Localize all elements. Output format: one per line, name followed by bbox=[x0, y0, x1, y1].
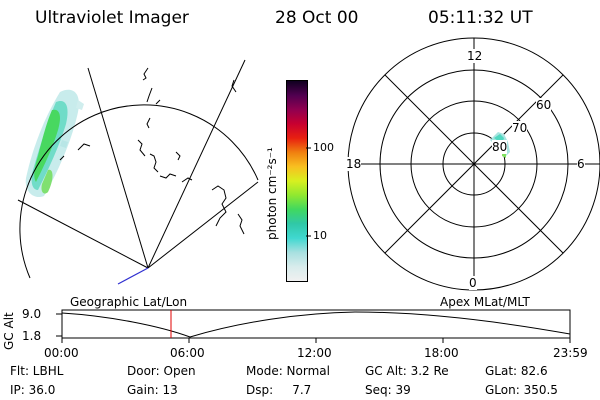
colorbar-tick-100: 100 bbox=[313, 141, 334, 154]
polar-label-0: 0 bbox=[469, 276, 477, 290]
timeline-y-tick-high: 9.0 bbox=[22, 307, 42, 321]
info-glon: GLon: 350.5 bbox=[485, 383, 558, 397]
info-ip: IP: 36.0 bbox=[10, 383, 56, 397]
info-door: Door: Open bbox=[127, 364, 196, 378]
sun-direction bbox=[117, 267, 149, 285]
timeline-x-tick-3: 18:00 bbox=[424, 346, 459, 360]
timeline-left-title: Geographic Lat/Lon bbox=[70, 295, 188, 309]
info-glat: GLat: 82.6 bbox=[485, 364, 548, 378]
info-dsp: Dsp: 7.7 bbox=[246, 383, 312, 397]
view-wedge bbox=[17, 59, 259, 269]
timeline-x-tick-0: 00:00 bbox=[44, 346, 79, 360]
instrument-title: Ultraviolet Imager bbox=[35, 8, 189, 28]
auroral-emission bbox=[25, 89, 84, 198]
polar-lat-60: 60 bbox=[536, 98, 552, 112]
timeline-x-tick-1: 06:00 bbox=[170, 346, 205, 360]
info-gc-alt: GC Alt: 3.2 Re bbox=[365, 364, 449, 378]
polar-lat-70: 70 bbox=[512, 121, 528, 135]
timeline-right-title: Apex MLat/MLT bbox=[440, 295, 530, 309]
earth-limb bbox=[19, 104, 259, 279]
coastlines bbox=[59, 67, 245, 235]
info-flt: Flt: LBHL bbox=[10, 364, 64, 378]
timeline-x-tick-2: 12:00 bbox=[297, 346, 332, 360]
altitude-curve bbox=[61, 311, 571, 338]
polar-lat-80: 80 bbox=[492, 140, 508, 154]
polar-label-18: 18 bbox=[346, 157, 362, 171]
info-mode: Mode: Normal bbox=[246, 364, 330, 378]
polar-label-6: 6 bbox=[577, 157, 585, 171]
colorbar-tick-10: 10 bbox=[313, 229, 327, 242]
polar-label-12: 12 bbox=[467, 49, 483, 63]
colorbar-gradient bbox=[287, 81, 307, 281]
info-seq: Seq: 39 bbox=[365, 383, 411, 397]
timeline-y-tick-low: 1.8 bbox=[22, 329, 42, 343]
date-label: 28 Oct 00 bbox=[275, 8, 359, 28]
timeline-x-tick-4: 23:59 bbox=[553, 346, 588, 360]
time-label: 05:11:32 UT bbox=[428, 8, 533, 28]
colorbar bbox=[286, 80, 308, 282]
info-gain: Gain: 13 bbox=[127, 383, 178, 397]
